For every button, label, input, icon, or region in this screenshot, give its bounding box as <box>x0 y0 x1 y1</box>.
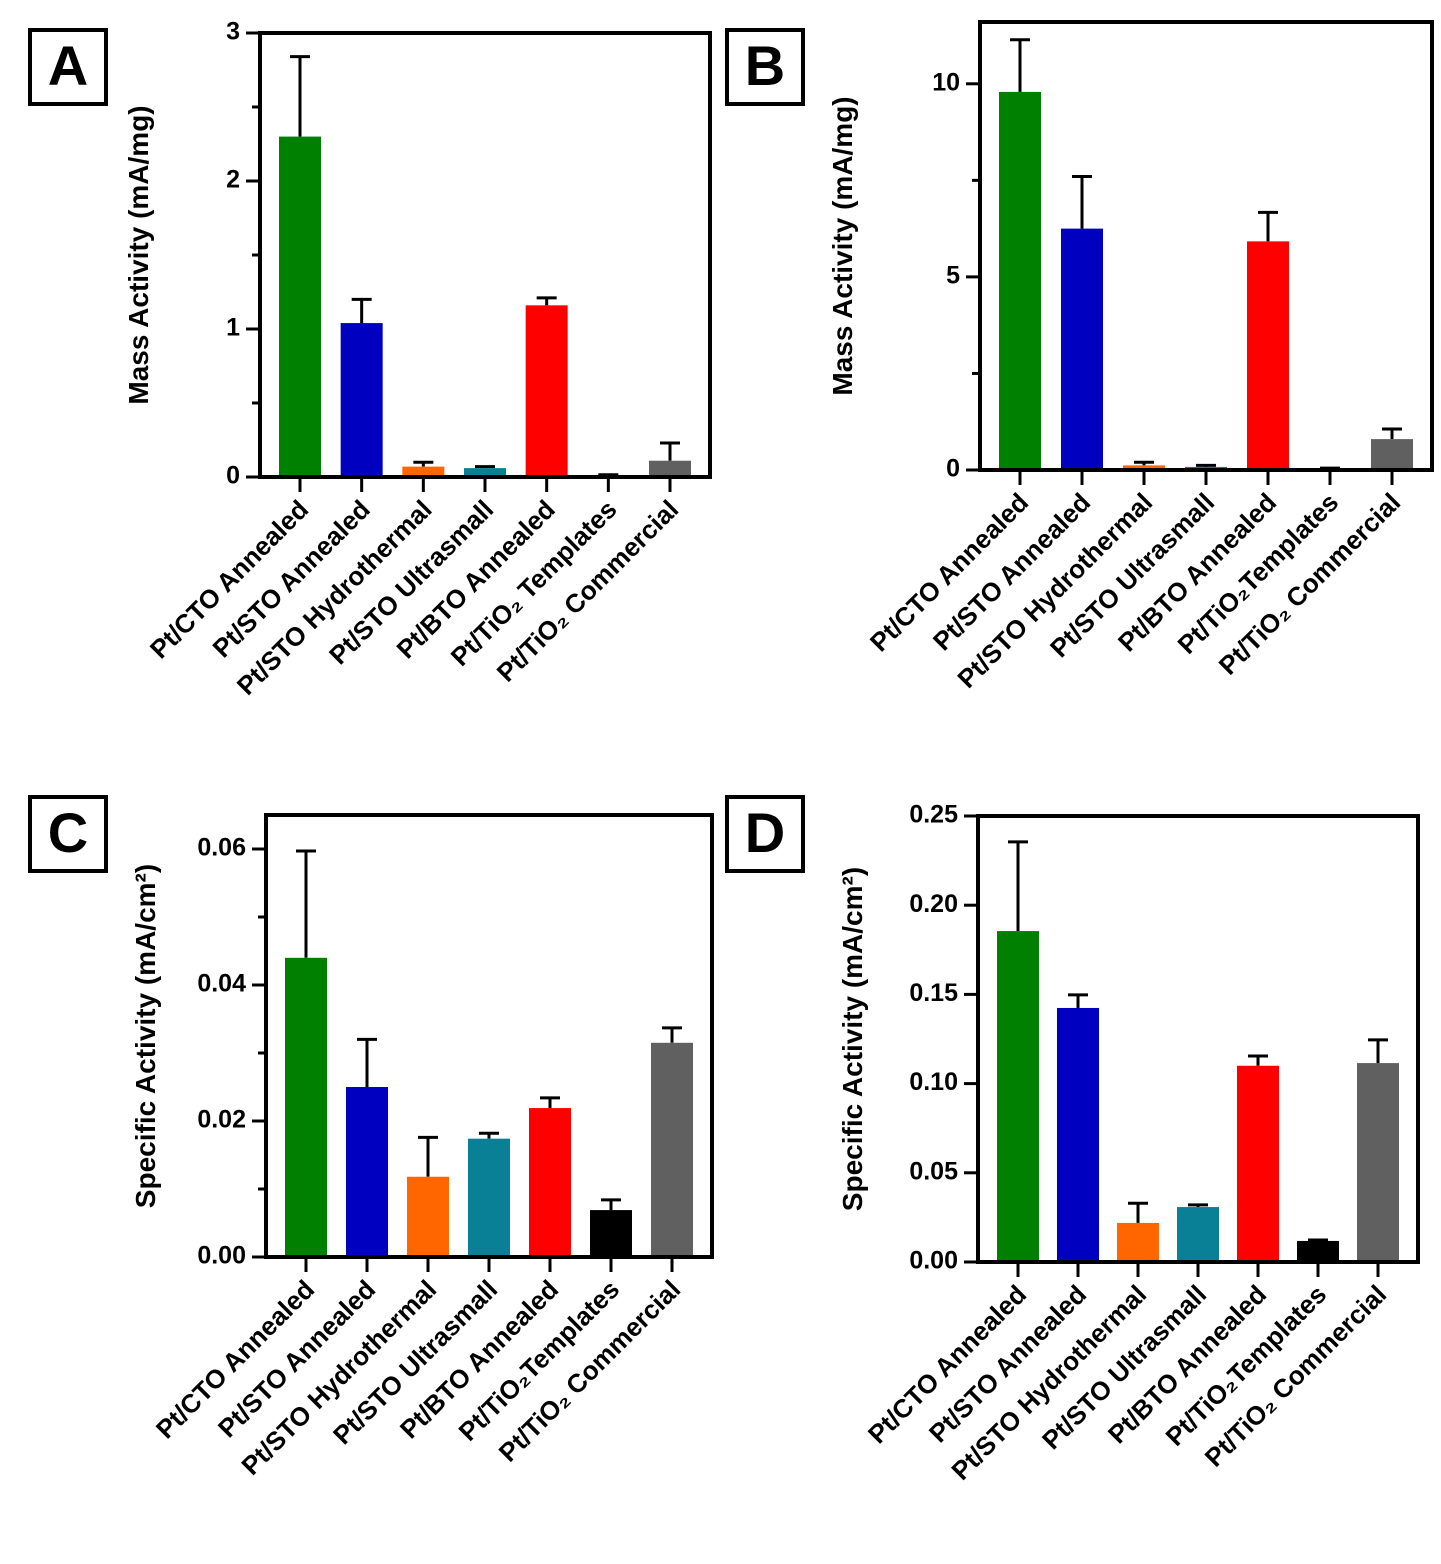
y-tick-label: 10 <box>932 68 960 96</box>
y-tick-label: 0.15 <box>909 979 958 1007</box>
y-tick-label: 0.00 <box>909 1247 958 1275</box>
y-axis-label: Specific Activity (mA/cm²) <box>837 867 868 1211</box>
plot-frame <box>976 814 1420 1264</box>
y-axis-label: Mass Activity (mA/mg) <box>123 105 154 404</box>
bar <box>285 957 327 1257</box>
y-axis-label: Mass Activity (mA/mg) <box>827 96 858 395</box>
bar <box>1237 1065 1279 1262</box>
y-tick-label: 0.04 <box>197 970 246 998</box>
panel-label: C <box>48 801 88 864</box>
bar <box>340 323 383 477</box>
bar <box>1123 465 1165 470</box>
bar <box>464 468 506 477</box>
y-tick-label: 3 <box>226 18 240 46</box>
y-tick-label: 5 <box>946 262 960 290</box>
y-tick-label: 1 <box>226 314 240 342</box>
bar <box>1357 1063 1399 1262</box>
y-tick-label: 2 <box>226 166 240 194</box>
bar <box>997 931 1039 1262</box>
panel-label-box <box>28 28 108 106</box>
bar <box>529 1108 571 1257</box>
y-tick-label: 0.20 <box>909 890 958 918</box>
y-tick-label: 0.06 <box>197 834 246 862</box>
bar <box>407 1176 449 1257</box>
plot-frame <box>978 20 1434 472</box>
panel-label-box <box>28 795 108 873</box>
bar <box>1117 1222 1159 1262</box>
bar <box>590 1210 632 1257</box>
panel-label-box <box>725 795 805 873</box>
bar <box>1297 1240 1339 1262</box>
bar <box>1061 228 1103 470</box>
bar <box>468 1138 510 1257</box>
plot-frame <box>258 31 712 479</box>
panel-label-box <box>725 28 805 106</box>
y-tick-label: 0.25 <box>909 801 958 829</box>
bar <box>1247 241 1289 470</box>
y-tick-label: 0 <box>946 455 960 483</box>
bar <box>651 1042 693 1257</box>
panel-label: A <box>48 34 88 97</box>
y-tick-label: 0.00 <box>197 1242 246 1270</box>
y-tick-label: 0.10 <box>909 1068 958 1096</box>
y-tick-label: 0.05 <box>909 1157 958 1185</box>
bar <box>1371 439 1413 470</box>
bar <box>525 305 568 477</box>
bar <box>1057 1007 1099 1262</box>
y-tick-label: 0.02 <box>197 1106 246 1134</box>
plot-frame <box>264 813 714 1259</box>
y-axis-label: Specific Activity (mA/cm²) <box>130 864 161 1208</box>
bar <box>279 136 321 477</box>
bar <box>402 466 445 477</box>
bar <box>649 460 691 477</box>
bar <box>346 1087 388 1257</box>
panel-label: B <box>745 34 785 97</box>
bar <box>999 91 1041 471</box>
bar <box>1177 1207 1219 1262</box>
panel-label: D <box>745 801 785 864</box>
y-tick-label: 0 <box>226 462 240 490</box>
